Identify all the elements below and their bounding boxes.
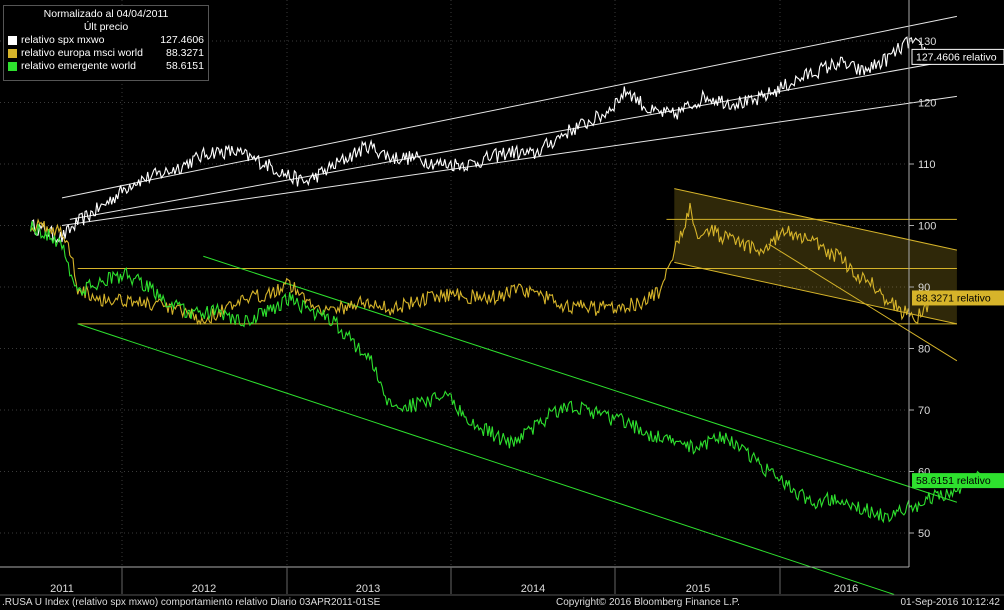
series-line bbox=[30, 36, 934, 244]
series-value-tag-label: 88.3271 relativo bbox=[916, 292, 991, 304]
y-tick-label: 50 bbox=[918, 528, 930, 540]
legend-item-name: relativo emergente world bbox=[21, 60, 136, 72]
channel-shading bbox=[674, 188, 957, 324]
legend-title: Normalizado al 04/04/2011 bbox=[43, 8, 169, 20]
legend-item-value: 58.6151 bbox=[166, 60, 204, 72]
legend-item-name: relativo spx mxwo bbox=[21, 34, 105, 46]
x-tick-label: 2014 bbox=[521, 583, 545, 595]
legend-subtitle: Últ precio bbox=[83, 21, 129, 33]
series-value-tag-label: 58.6151 relativo bbox=[916, 475, 991, 487]
x-tick-label: 2013 bbox=[356, 583, 380, 595]
legend-swatch-emergente bbox=[8, 62, 17, 71]
trendline bbox=[674, 188, 958, 251]
x-tick-label: 2015 bbox=[686, 583, 710, 595]
footer-copyright: Copyright© 2016 Bloomberg Finance L.P. bbox=[556, 597, 740, 608]
x-tick-label: 2016 bbox=[834, 583, 858, 595]
trendline bbox=[69, 58, 957, 220]
y-tick-label: 100 bbox=[918, 221, 936, 233]
legend-item-emergente: relativo emergente world 58.6151 bbox=[8, 60, 204, 73]
legend-item-name: relativo europa msci world bbox=[21, 47, 143, 59]
series-value-tag bbox=[912, 290, 1004, 306]
legend-item-value: 127.4606 bbox=[160, 34, 204, 46]
trendline bbox=[61, 95, 957, 226]
trendline bbox=[768, 243, 958, 362]
series-value-tag-label: 127.4606 relativo bbox=[916, 51, 997, 63]
footer-timestamp: 01-Sep-2016 10:12:42 bbox=[900, 597, 1000, 608]
footer-bar: .RUSA U Index (relativo spx mxwo) compor… bbox=[0, 596, 1004, 610]
trendline bbox=[203, 255, 958, 503]
y-tick-label: 70 bbox=[918, 405, 930, 417]
x-tick-label: 2011 bbox=[50, 583, 74, 595]
chart-legend: Normalizado al 04/04/2011 Últ precio rel… bbox=[3, 5, 209, 81]
legend-swatch-europa bbox=[8, 49, 17, 58]
y-tick-label: 80 bbox=[918, 344, 930, 356]
legend-item-spx: relativo spx mxwo 127.4606 bbox=[8, 34, 204, 47]
series-value-tag bbox=[911, 48, 1004, 65]
footer-index-description: .RUSA U Index (relativo spx mxwo) compor… bbox=[2, 597, 381, 608]
series-value-tag bbox=[912, 473, 1004, 489]
y-tick-label: 120 bbox=[918, 98, 936, 110]
y-tick-label: 130 bbox=[918, 36, 936, 48]
legend-swatch-spx bbox=[8, 36, 17, 45]
legend-item-europa: relativo europa msci world 88.3271 bbox=[8, 47, 204, 60]
trendline bbox=[77, 323, 895, 595]
legend-item-value: 88.3271 bbox=[166, 47, 204, 59]
series-line bbox=[30, 220, 997, 524]
y-tick-label: 110 bbox=[918, 159, 936, 171]
x-tick-label: 2012 bbox=[192, 583, 216, 595]
series-line bbox=[30, 202, 934, 326]
trendline bbox=[61, 15, 957, 199]
